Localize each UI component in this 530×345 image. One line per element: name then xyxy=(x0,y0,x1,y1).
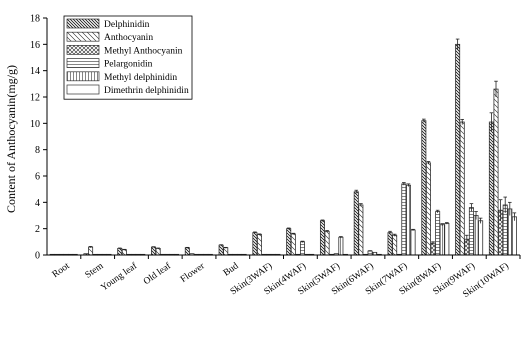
bar xyxy=(387,232,393,256)
bar xyxy=(444,222,450,256)
y-tick-label: 10 xyxy=(30,119,40,130)
y-axis-label: Content of Anthocyanin(mg/g) xyxy=(4,65,18,213)
legend-label: Methyl Anthocyanin xyxy=(104,46,183,56)
x-category-label: Root xyxy=(51,261,72,280)
bar xyxy=(435,211,441,256)
bar xyxy=(493,88,499,256)
bar xyxy=(88,246,94,256)
y-axis: 0 2 4 6 8 10 12 14 16 18 xyxy=(30,14,47,262)
y-tick-label: 18 xyxy=(30,14,40,25)
bar xyxy=(223,247,229,256)
bar xyxy=(353,191,359,256)
x-category-label: Stem xyxy=(84,261,106,281)
bar xyxy=(421,120,427,256)
legend-label: Anthocyanin xyxy=(104,33,153,43)
legend-label: Dimethrin delphinidin xyxy=(104,86,189,96)
bar xyxy=(257,234,263,256)
bar xyxy=(507,208,513,256)
legend-swatch xyxy=(66,58,100,68)
bar xyxy=(367,250,373,256)
bar xyxy=(455,43,461,256)
y-tick-label: 16 xyxy=(30,40,40,51)
legend-swatch xyxy=(66,45,100,55)
x-category-label: Flower xyxy=(179,261,207,285)
bar xyxy=(425,162,431,256)
bar xyxy=(468,207,474,256)
x-category-label: Young leaf xyxy=(99,260,140,293)
legend-swatch xyxy=(66,18,100,29)
bar xyxy=(478,220,484,256)
y-tick-label: 14 xyxy=(30,66,40,77)
x-category-label: Old leaf xyxy=(141,260,173,287)
bar xyxy=(184,247,190,256)
bar xyxy=(319,220,325,256)
plot-area xyxy=(49,38,521,259)
y-tick-label: 0 xyxy=(35,251,40,262)
bar xyxy=(459,121,465,256)
bar xyxy=(155,248,161,256)
bar xyxy=(392,234,398,256)
y-tick-label: 2 xyxy=(35,224,40,235)
bar xyxy=(299,241,305,256)
bar xyxy=(338,236,344,256)
legend-label: Methyl delphinidin xyxy=(104,73,177,83)
legend-label: Delphinidin xyxy=(104,20,150,30)
bar xyxy=(117,248,123,256)
bar xyxy=(151,246,157,256)
bar xyxy=(121,249,127,256)
legend-label: Pelargonidin xyxy=(104,60,153,70)
y-tick-label: 12 xyxy=(30,93,40,104)
y-tick-label: 8 xyxy=(35,145,40,156)
bar xyxy=(358,204,364,256)
bar xyxy=(286,228,292,256)
bar xyxy=(290,233,296,256)
bar xyxy=(488,121,494,256)
y-tick-label: 6 xyxy=(35,172,40,183)
bar xyxy=(473,215,479,256)
y-tick-label: 4 xyxy=(35,198,40,209)
bar xyxy=(218,244,224,256)
legend: Delphinidin Anthocyanin Methyl Anthocyanin… xyxy=(63,15,193,100)
bar xyxy=(324,230,330,256)
legend-swatch xyxy=(66,31,100,42)
legend-swatch xyxy=(66,71,100,82)
bar xyxy=(252,232,258,256)
bar xyxy=(439,224,445,256)
bar xyxy=(405,184,411,256)
bar xyxy=(430,242,436,256)
legend-swatch xyxy=(66,84,100,95)
bar xyxy=(410,229,416,256)
x-category-label: Bud xyxy=(222,261,241,278)
bar xyxy=(511,216,517,256)
bar xyxy=(401,183,407,256)
